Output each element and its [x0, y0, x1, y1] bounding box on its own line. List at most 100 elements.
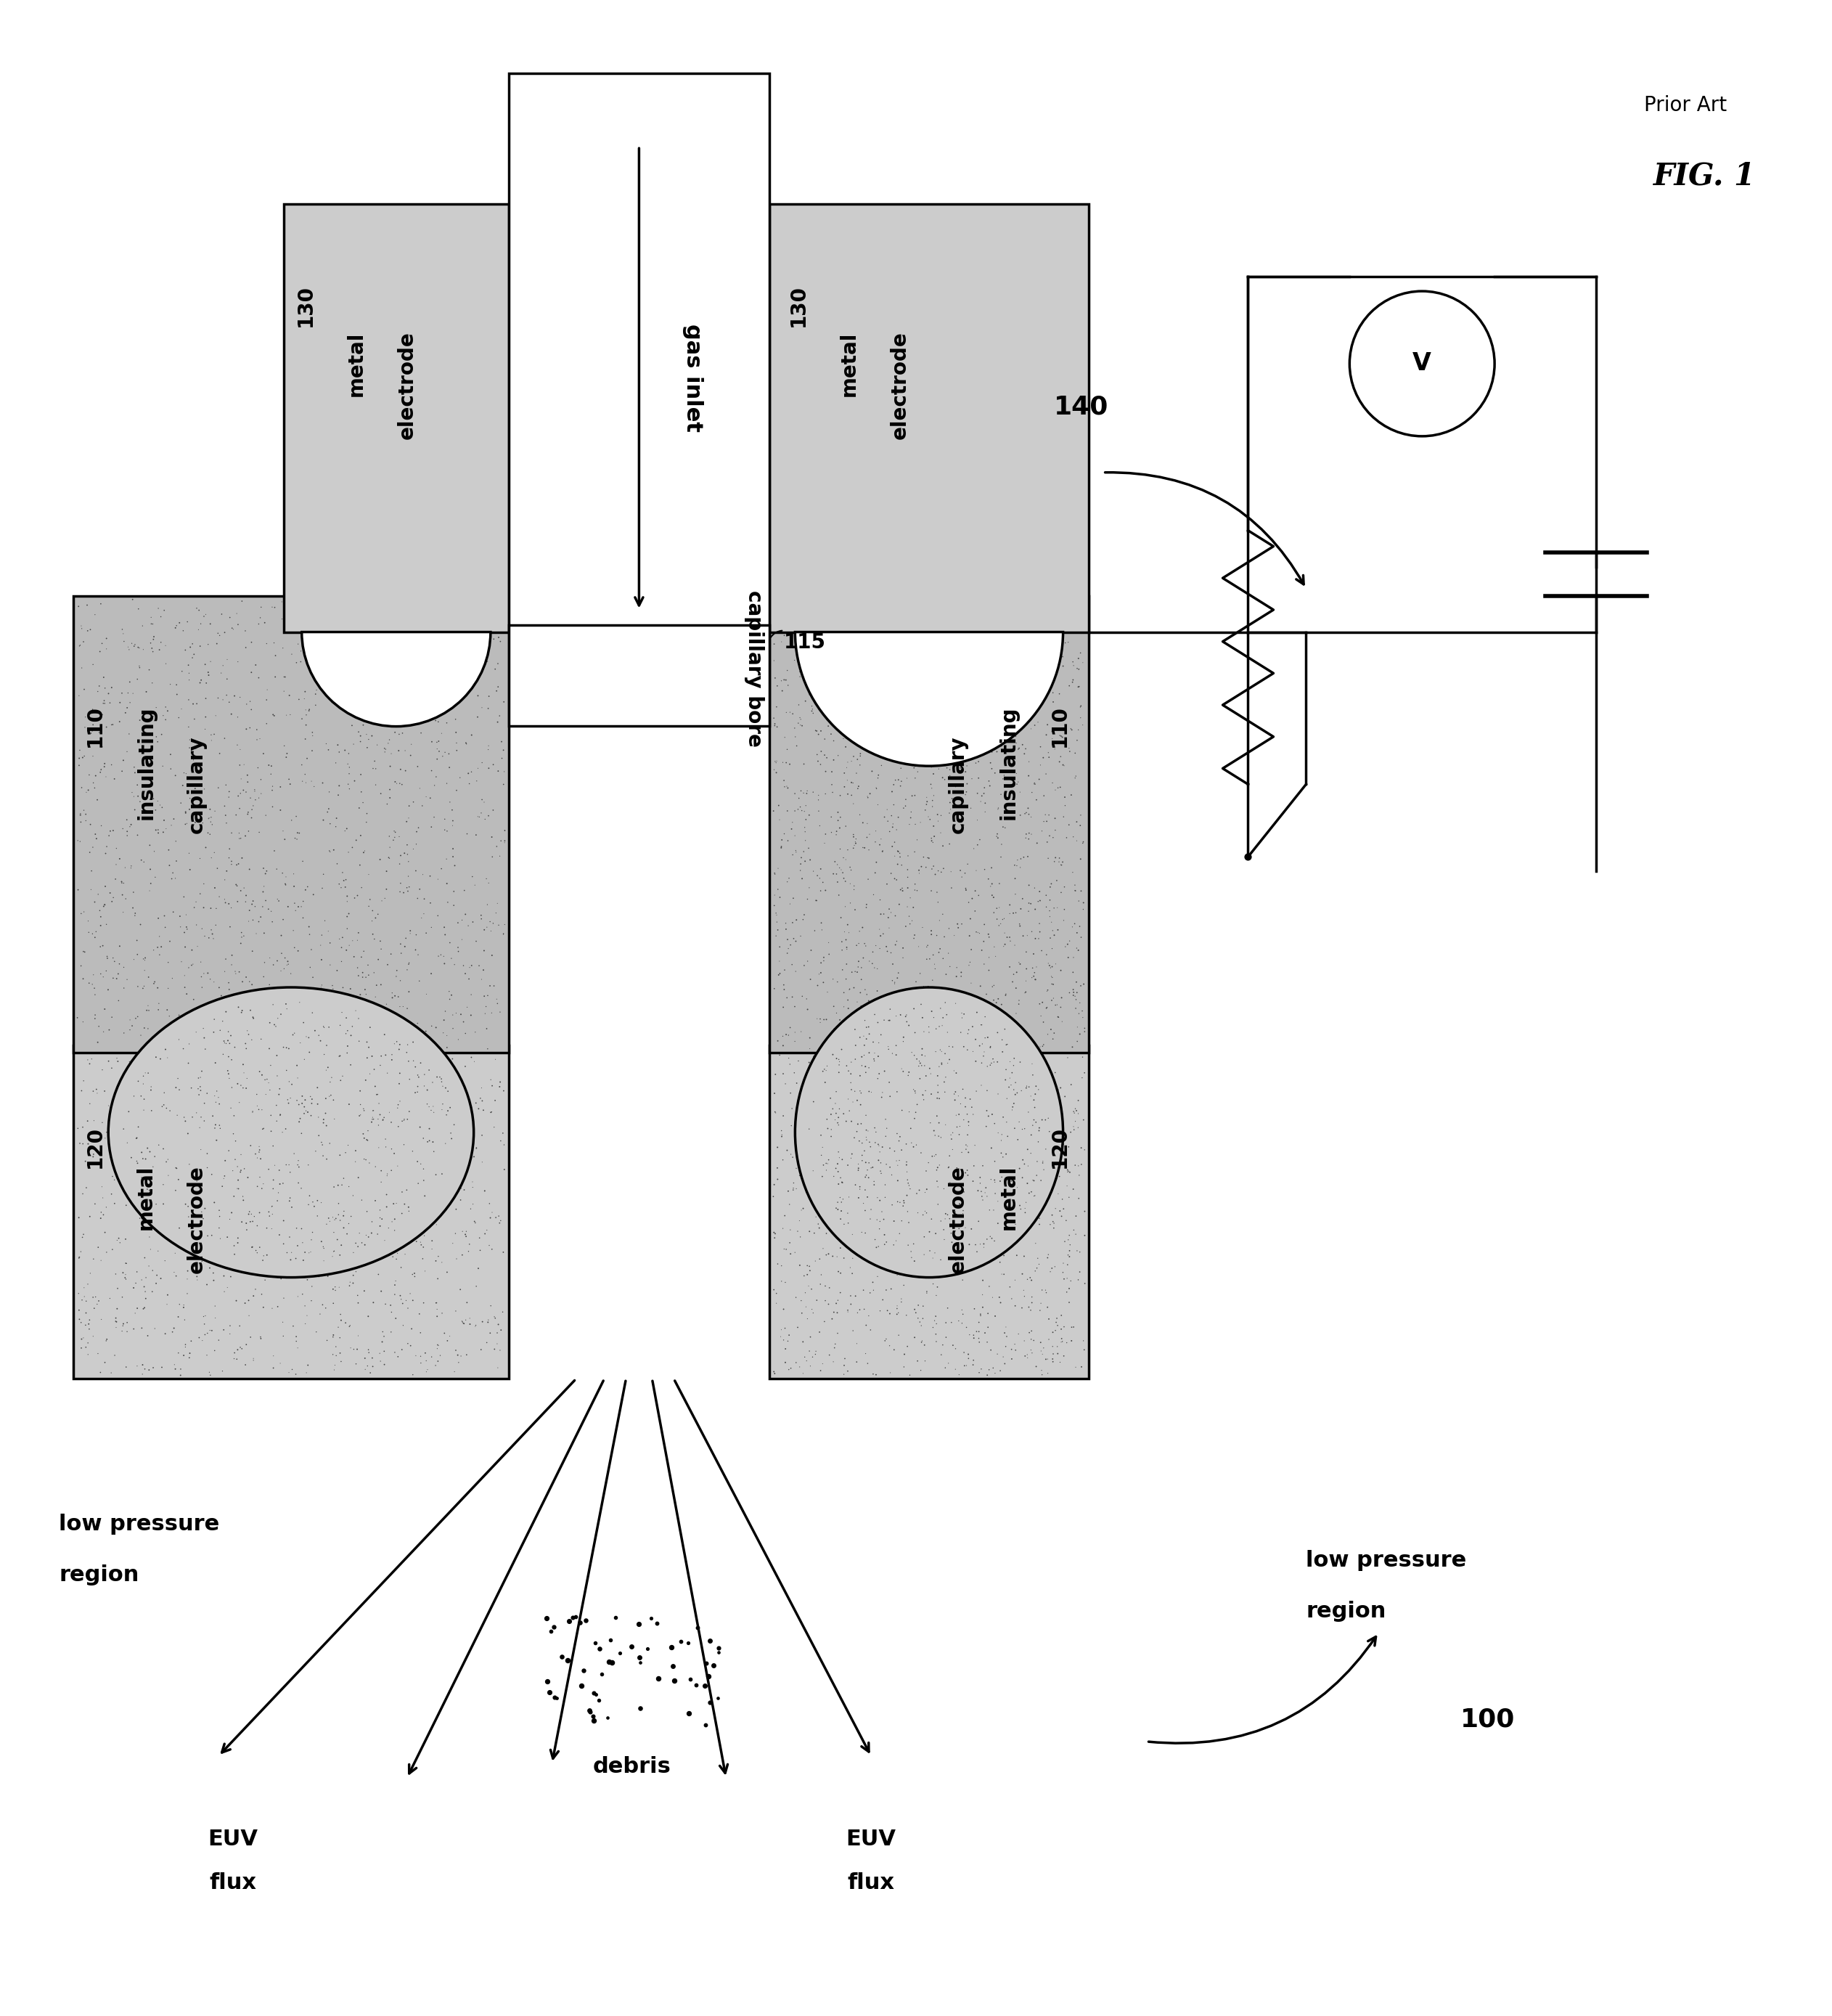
Point: [934, 738, 964, 770]
Point: [431, 228, 460, 260]
Point: [357, 1040, 387, 1073]
Point: [158, 1218, 187, 1250]
Point: [344, 792, 374, 825]
Point: [383, 208, 412, 240]
Point: [194, 921, 224, 954]
Point: [810, 345, 839, 377]
Point: [852, 1153, 881, 1185]
Point: [376, 724, 405, 756]
Point: [1013, 579, 1042, 611]
Point: [344, 1161, 374, 1193]
Point: [841, 609, 870, 641]
Point: [487, 1117, 517, 1149]
Point: [815, 1075, 845, 1107]
Point: [278, 857, 308, 889]
Point: [319, 1151, 348, 1183]
Point: [916, 1139, 945, 1171]
Point: [82, 1077, 112, 1109]
Point: [440, 948, 469, 980]
Point: [925, 260, 954, 292]
Point: [70, 1036, 99, 1068]
Point: [178, 1052, 207, 1085]
Point: [377, 1133, 407, 1165]
Point: [859, 409, 889, 442]
Point: [907, 615, 936, 647]
Point: [482, 984, 511, 1016]
Point: [258, 1183, 288, 1216]
Point: [152, 696, 181, 728]
Point: [377, 1044, 407, 1077]
Point: [872, 935, 901, 968]
Point: [786, 855, 815, 887]
Point: [815, 1083, 845, 1115]
Point: [104, 1143, 134, 1175]
Point: [1013, 1058, 1042, 1091]
Point: [872, 619, 901, 651]
Point: [390, 510, 420, 542]
Point: [953, 1119, 982, 1151]
Point: [989, 762, 1019, 794]
Point: [361, 982, 390, 1014]
Point: [432, 887, 462, 919]
Point: [300, 619, 330, 651]
Point: [771, 260, 801, 292]
Point: [890, 911, 920, 943]
Point: [191, 1300, 220, 1333]
Point: [245, 901, 275, 933]
Point: [376, 308, 405, 341]
Point: [167, 694, 196, 726]
Text: 120: 120: [84, 1125, 106, 1167]
Point: [73, 1327, 103, 1359]
Point: [205, 738, 234, 770]
Point: [324, 778, 354, 810]
Point: [339, 1179, 368, 1212]
Point: [119, 1185, 148, 1218]
Point: [293, 556, 322, 589]
Point: [1035, 1302, 1064, 1335]
Point: [423, 391, 453, 423]
Point: [372, 1157, 401, 1189]
Point: [181, 593, 211, 625]
Point: [322, 954, 352, 986]
Point: [967, 1290, 997, 1322]
Point: [808, 1036, 837, 1068]
Point: [921, 1068, 951, 1101]
Point: [291, 365, 321, 397]
Point: [222, 1284, 251, 1316]
Point: [467, 1073, 496, 1105]
Point: [1052, 1327, 1081, 1359]
Point: [795, 964, 824, 996]
Point: [192, 1077, 222, 1109]
Point: [317, 399, 346, 431]
Point: [876, 1298, 905, 1331]
Point: [900, 1149, 929, 1181]
Point: [139, 623, 169, 655]
Point: [1008, 621, 1037, 653]
Point: [156, 752, 185, 784]
Point: [141, 1151, 170, 1183]
Point: [788, 1296, 817, 1329]
Point: [249, 1254, 278, 1286]
Point: [769, 974, 799, 1006]
Point: [969, 948, 998, 980]
Point: [346, 978, 376, 1010]
Point: [266, 1099, 295, 1131]
Point: [145, 1129, 174, 1161]
Point: [828, 1149, 857, 1181]
Point: [823, 702, 852, 734]
Point: [940, 1079, 969, 1111]
Point: [828, 954, 857, 986]
Point: [940, 1153, 969, 1185]
Point: [1035, 1058, 1064, 1091]
Point: [216, 1044, 245, 1077]
Point: [407, 1316, 436, 1349]
Point: [410, 611, 440, 643]
Point: [352, 1075, 381, 1107]
Point: [137, 607, 167, 639]
Point: [945, 482, 975, 514]
Point: [354, 496, 383, 528]
Point: [845, 748, 874, 780]
Point: [883, 659, 912, 691]
Point: [348, 496, 377, 528]
Point: [920, 780, 949, 812]
